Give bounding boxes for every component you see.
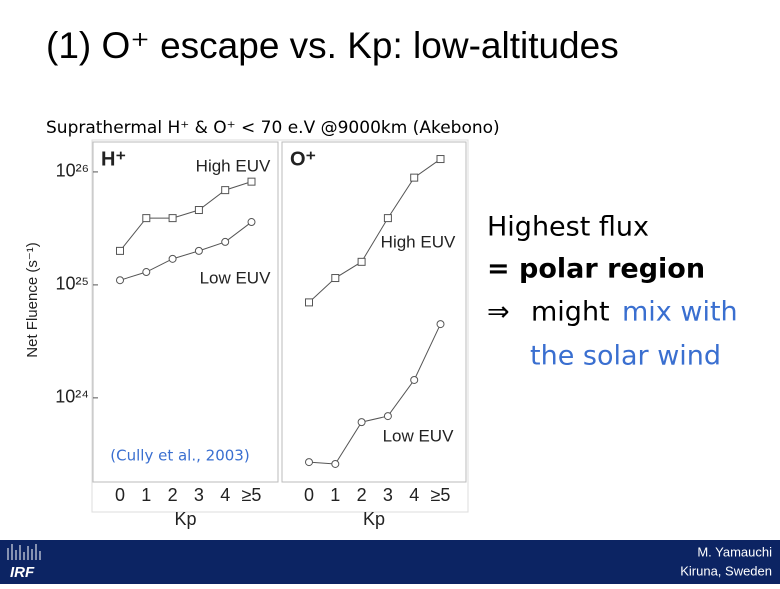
plot-frame [92,141,279,483]
marker [194,246,203,255]
note-arrow: ⇒ [487,297,510,328]
panel-title: O⁺ [290,148,316,170]
x-tick-label: 3 [383,485,393,505]
note-highlight: the solar wind [530,341,721,372]
place: Kiruna, Sweden [680,563,772,578]
x-tick-label: 2 [357,485,367,505]
series-label: Low EUV [383,426,455,445]
logo-waves [7,544,41,560]
series-label: High EUV [381,232,456,251]
x-tick-label: 0 [115,485,125,505]
author: M. Yamauchi [697,544,772,559]
marker [383,214,392,223]
x-axis-label: Kp [174,509,196,529]
marker [331,274,340,283]
marker [221,186,230,195]
y-tick-label: 10²⁶ [56,161,89,181]
marker [410,375,419,384]
x-tick-label: 2 [168,485,178,505]
series-label: Low EUV [200,268,272,287]
marker [221,237,230,246]
marker [247,218,256,227]
marker [357,257,366,266]
x-tick-label: 1 [330,485,340,505]
plot-frame [281,141,467,483]
series-line [308,158,441,303]
marker [357,418,366,427]
y-tick-label: 10²⁴ [55,387,89,407]
series-label: High EUV [196,156,271,175]
note-line: Highest flux [487,212,649,243]
marker [142,268,151,277]
series-line [119,181,252,252]
marker [142,214,151,223]
series-line [119,221,252,281]
x-tick-label: 4 [409,485,419,505]
marker [410,173,419,182]
marker [436,155,445,164]
marker [305,298,313,307]
note-line: = polar region [487,254,705,285]
x-tick-label: 1 [141,485,151,505]
marker [116,246,124,255]
marker [331,459,340,468]
logo: IRF [10,564,35,581]
marker [168,254,177,263]
note-highlight: mix with [622,297,738,328]
marker [168,214,177,223]
note-word: might [531,297,610,328]
x-tick-label: 4 [220,485,230,505]
x-tick-label: ≥5 [431,485,451,505]
x-axis-label: Kp [363,509,385,529]
citation: (Cully et al., 2003) [110,447,249,465]
figure-frame [91,139,469,513]
series-line [308,323,441,465]
marker [436,320,445,329]
x-tick-label: 3 [194,485,204,505]
marker [383,412,392,421]
marker [194,206,203,215]
y-axis-label: Net Fluence (s⁻¹) [24,242,41,357]
marker [116,276,124,285]
subtitle: Suprathermal H⁺ & O⁺ < 70 e.V @9000km (A… [46,118,500,138]
marker [305,458,313,467]
panel-title: H⁺ [101,148,126,170]
x-tick-label: 0 [304,485,314,505]
slide-title: (1) O⁺ escape vs. Kp: low-altitudes [46,25,619,66]
marker [247,177,256,186]
footer-bar [0,540,780,584]
x-tick-label: ≥5 [242,485,262,505]
y-tick-label: 10²⁵ [56,274,89,294]
